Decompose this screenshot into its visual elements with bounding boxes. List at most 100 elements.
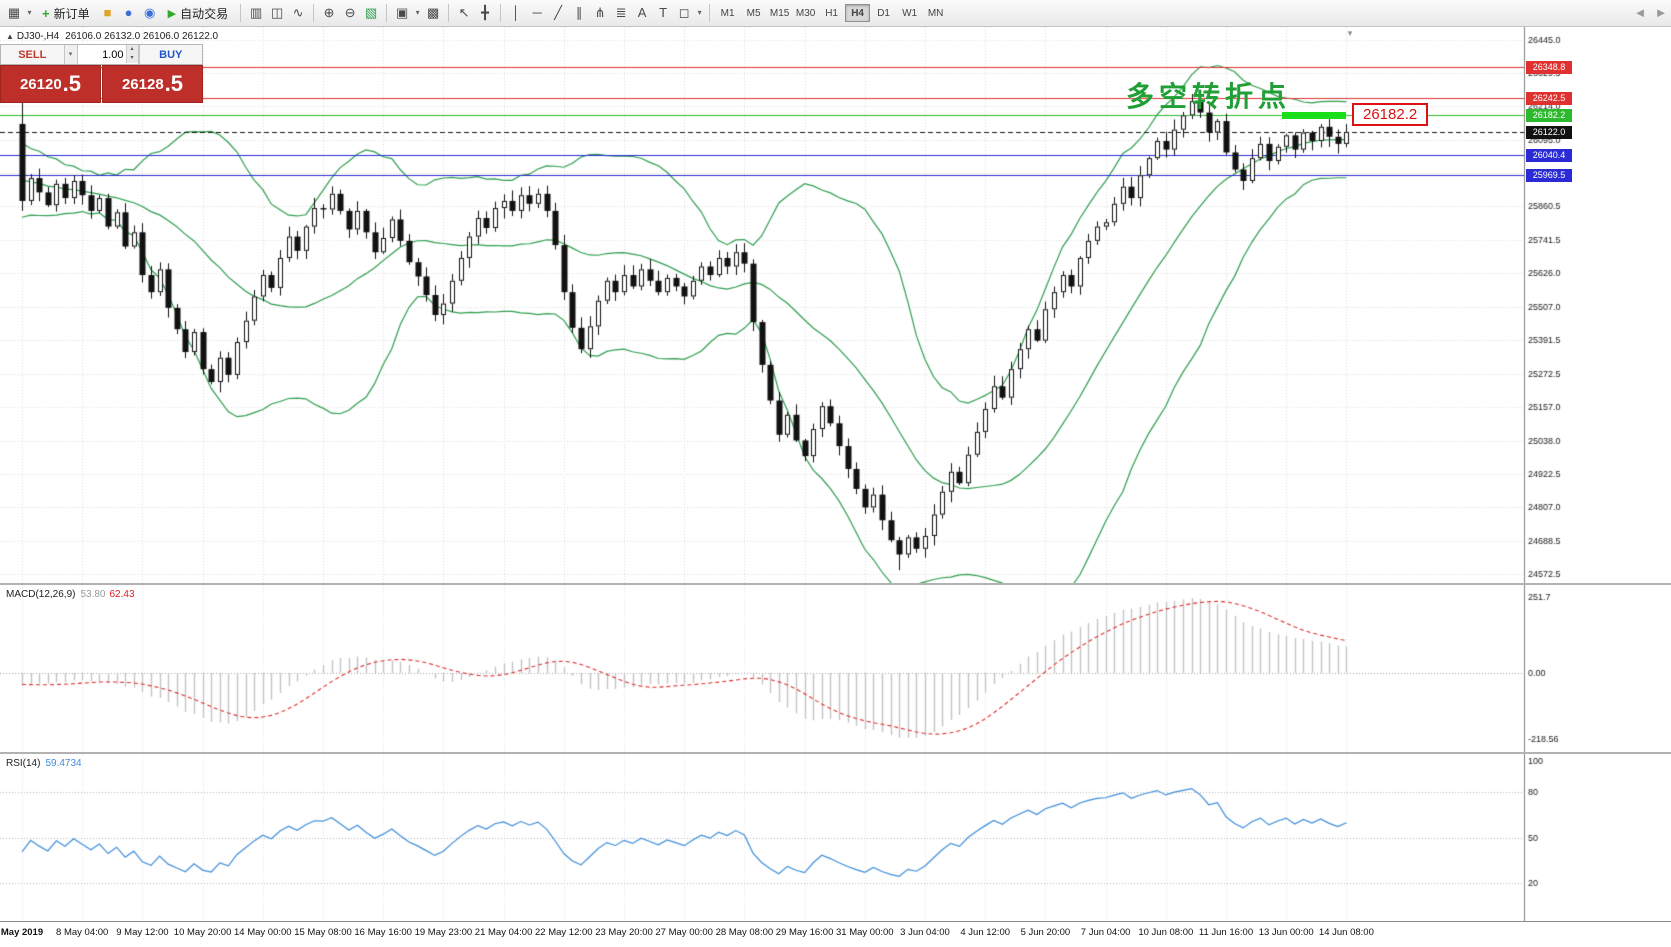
toolbar-separator	[313, 4, 315, 22]
tile-dropdown-icon[interactable]: ▾	[415, 8, 420, 17]
auto-trading-label: 自动交易	[180, 6, 229, 21]
time-axis-label: 16 May 16:00	[354, 927, 412, 938]
rsi-label: RSI(14) 59.4734	[6, 758, 82, 769]
rsi-panel-canvas[interactable]	[0, 754, 1671, 921]
time-axis-label: 8 May 04:00	[56, 927, 109, 938]
zoom-out-icon[interactable]: ⊖	[344, 5, 356, 20]
timeframe-h4-button[interactable]: H4	[845, 4, 871, 22]
volume-field: ▴ ▾	[77, 45, 139, 64]
toolbar-separator	[386, 4, 388, 22]
timeframe-m15-button[interactable]: M15	[767, 4, 792, 22]
macd-main-value: 53.80	[80, 589, 106, 600]
new-order-icon: +	[42, 5, 50, 21]
horizontal-line-icon[interactable]: ─	[532, 5, 542, 20]
channel-icon[interactable]: ∥	[575, 5, 583, 20]
order-type-dropdown-icon[interactable]: ▾	[65, 45, 78, 64]
macd-label: MACD(12,26,9) 53.80 62.43	[6, 589, 135, 600]
timeframe-mn-button[interactable]: MN	[923, 4, 948, 22]
metaeditor-icon[interactable]: ■	[103, 5, 112, 20]
timeframe-d1-button[interactable]: D1	[871, 4, 896, 22]
time-axis-label: 31 May 00:00	[836, 927, 894, 938]
time-axis-label: 28 May 08:00	[715, 927, 774, 938]
rsi-value: 59.4734	[45, 758, 82, 769]
toolbar-separator	[448, 4, 450, 22]
shapes-tool-icon[interactable]: ◻	[678, 5, 690, 20]
time-axis-label: 10 Jun 08:00	[1138, 927, 1194, 938]
sell-button[interactable]: SELL	[1, 45, 65, 64]
time-axis-label: 29 May 16:00	[775, 927, 834, 938]
fibonacci-icon[interactable]: ≣	[615, 5, 627, 20]
auto-trading-play-icon: ▶	[167, 7, 177, 20]
time-axis-label: 13 Jun 00:00	[1258, 927, 1314, 938]
new-chart-dropdown-icon[interactable]: ▾	[27, 8, 32, 17]
time-axis-label: 15 May 08:00	[294, 927, 352, 938]
sell-price: 26120	[19, 75, 62, 93]
time-axis-label: 22 May 12:00	[535, 927, 593, 938]
indicators-icon[interactable]: ▧	[364, 5, 378, 20]
timeframe-w1-button[interactable]: W1	[897, 4, 922, 22]
volume-input[interactable]	[77, 45, 126, 64]
toolbar-separator	[500, 4, 502, 22]
macd-name: MACD(12,26,9)	[6, 589, 76, 600]
new-order-button[interactable]: + 新订单	[35, 3, 97, 24]
main-chart-canvas[interactable]	[0, 27, 1671, 583]
new-order-label: 新订单	[53, 6, 90, 21]
buy-price: 26128	[121, 75, 164, 93]
panel-divider[interactable]	[0, 583, 1671, 585]
text-tool-icon[interactable]: A	[637, 5, 647, 20]
time-axis-label: 10 May 20:00	[173, 927, 232, 938]
time-axis-label: 19 May 23:00	[414, 927, 473, 938]
label-tool-icon[interactable]: T	[659, 5, 668, 20]
macd-signal-value: 62.43	[109, 589, 135, 600]
trendline-icon[interactable]: ╱	[554, 5, 562, 20]
time-axis-label: 3 Jun 04:00	[900, 927, 950, 938]
time-axis-label: 14 Jun 08:00	[1318, 927, 1374, 938]
timeframe-m30-button[interactable]: M30	[793, 4, 818, 22]
vertical-line-icon[interactable]: │	[512, 5, 521, 20]
time-axis-label: 11 Jun 16:00	[1198, 927, 1254, 938]
zoom-in-icon[interactable]: ⊕	[323, 5, 335, 20]
main-toolbar: ▦ ▾ + 新订单 ■ ● ◉ ▶ 自动交易 ▥ ◫ ∿ ⊕ ⊖ ▧ ▣ ▾ ▩…	[0, 0, 1671, 27]
time-axis-label: 4 Jun 12:00	[960, 927, 1011, 938]
time-axis-label: 27 May 00:00	[655, 927, 713, 938]
time-axis-label: May 2019	[0, 927, 44, 938]
time-axis[interactable]: May 2019 8 May 04:00 9 May 12:00 10 May 20:…	[0, 921, 1671, 947]
time-axis-label: 5 Jun 20:00	[1020, 927, 1071, 938]
timeframe-h1-button[interactable]: H1	[819, 4, 844, 22]
macd-panel-canvas[interactable]	[0, 585, 1671, 752]
rsi-name: RSI(14)	[6, 758, 41, 769]
timeframe-m5-button[interactable]: M5	[741, 4, 766, 22]
one-click-trading-panel: SELL ▾ ▴ ▾ BUY 26120.5 26128.5	[0, 44, 203, 103]
cascade-windows-icon[interactable]: ▩	[426, 5, 440, 20]
line-chart-icon[interactable]: ∿	[292, 5, 304, 20]
volume-down-icon[interactable]: ▾	[125, 54, 138, 63]
cursor-icon[interactable]: ↖	[458, 5, 470, 20]
tile-windows-icon[interactable]: ▣	[395, 5, 409, 20]
candlestick-chart-icon[interactable]: ◫	[270, 5, 284, 20]
buy-button[interactable]: BUY	[138, 45, 202, 64]
sell-price-pips: .5	[62, 71, 82, 96]
sell-price-button[interactable]: 26120.5	[0, 65, 101, 103]
volume-up-icon[interactable]: ▴	[125, 45, 138, 54]
time-axis-label: 14 May 00:00	[234, 927, 292, 938]
timeframe-m1-button[interactable]: M1	[715, 4, 740, 22]
shapes-dropdown-icon[interactable]: ▾	[697, 8, 702, 17]
time-axis-label: 7 Jun 04:00	[1080, 927, 1131, 938]
time-axis-label: 9 May 12:00	[116, 927, 169, 938]
new-chart-icon[interactable]: ▦	[7, 5, 21, 20]
buy-price-button[interactable]: 26128.5	[102, 65, 203, 103]
toolbar-separator	[240, 4, 242, 22]
web-icon[interactable]: ◉	[143, 5, 156, 20]
toolbar-next-icon[interactable]: ►	[1654, 5, 1668, 20]
time-axis-label: 21 May 04:00	[474, 927, 533, 938]
crosshair-icon[interactable]: ╋	[481, 5, 489, 20]
pitchfork-icon[interactable]: ⋔	[594, 5, 606, 20]
panel-divider[interactable]	[0, 752, 1671, 754]
toolbar-separator	[709, 4, 711, 22]
time-axis-label: 23 May 20:00	[595, 927, 653, 938]
bar-chart-icon[interactable]: ▥	[249, 5, 263, 20]
community-icon[interactable]: ●	[124, 5, 133, 20]
auto-trading-button[interactable]: ▶ 自动交易	[161, 3, 235, 24]
toolbar-prev-icon[interactable]: ◄	[1633, 5, 1647, 20]
